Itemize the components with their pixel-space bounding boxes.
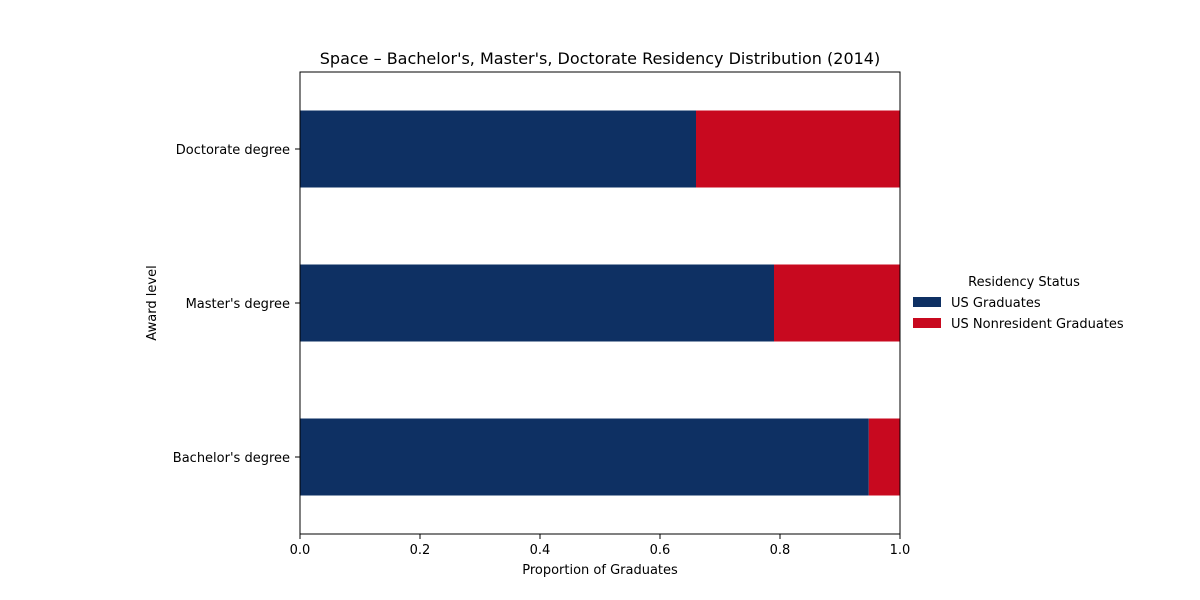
legend: Residency Status US Graduates US Nonresid… xyxy=(913,275,1124,332)
legend-title: Residency Status xyxy=(968,275,1080,290)
x-tick-label: 0.4 xyxy=(530,543,551,558)
y-tick-label: Master's degree xyxy=(186,297,290,312)
bar-us-graduates-1 xyxy=(300,264,774,342)
bar-us-nonresident-graduates-0 xyxy=(868,418,900,496)
x-tick-label: 1.0 xyxy=(890,543,911,558)
legend-swatch xyxy=(913,297,941,307)
y-tick-label: Bachelor's degree xyxy=(173,451,290,466)
bar-us-graduates-0 xyxy=(300,418,869,496)
bar-us-nonresident-graduates-1 xyxy=(774,264,900,342)
x-tick-label: 0.8 xyxy=(770,543,791,558)
legend-item-label: US Graduates xyxy=(951,296,1041,311)
y-tick-label: Doctorate degree xyxy=(176,143,290,158)
legend-item-label: US Nonresident Graduates xyxy=(951,317,1124,332)
x-tick-label: 0.6 xyxy=(650,543,671,558)
x-axis-label: Proportion of Graduates xyxy=(522,563,678,578)
axes-group: 0.0 0.2 0.4 0.6 0.8 1.0 Bachelor's degree Maste… xyxy=(173,71,911,558)
legend-swatch xyxy=(913,318,941,328)
bars-group xyxy=(300,110,900,496)
bar-us-graduates-2 xyxy=(300,110,696,188)
x-tick-label: 0.0 xyxy=(290,543,311,558)
y-axis-label: Award level xyxy=(145,265,160,340)
bar-us-nonresident-graduates-2 xyxy=(696,110,900,188)
x-tick-label: 0.2 xyxy=(410,543,431,558)
chart-title: Space – Bachelor's, Master's, Doctorate … xyxy=(320,49,880,68)
